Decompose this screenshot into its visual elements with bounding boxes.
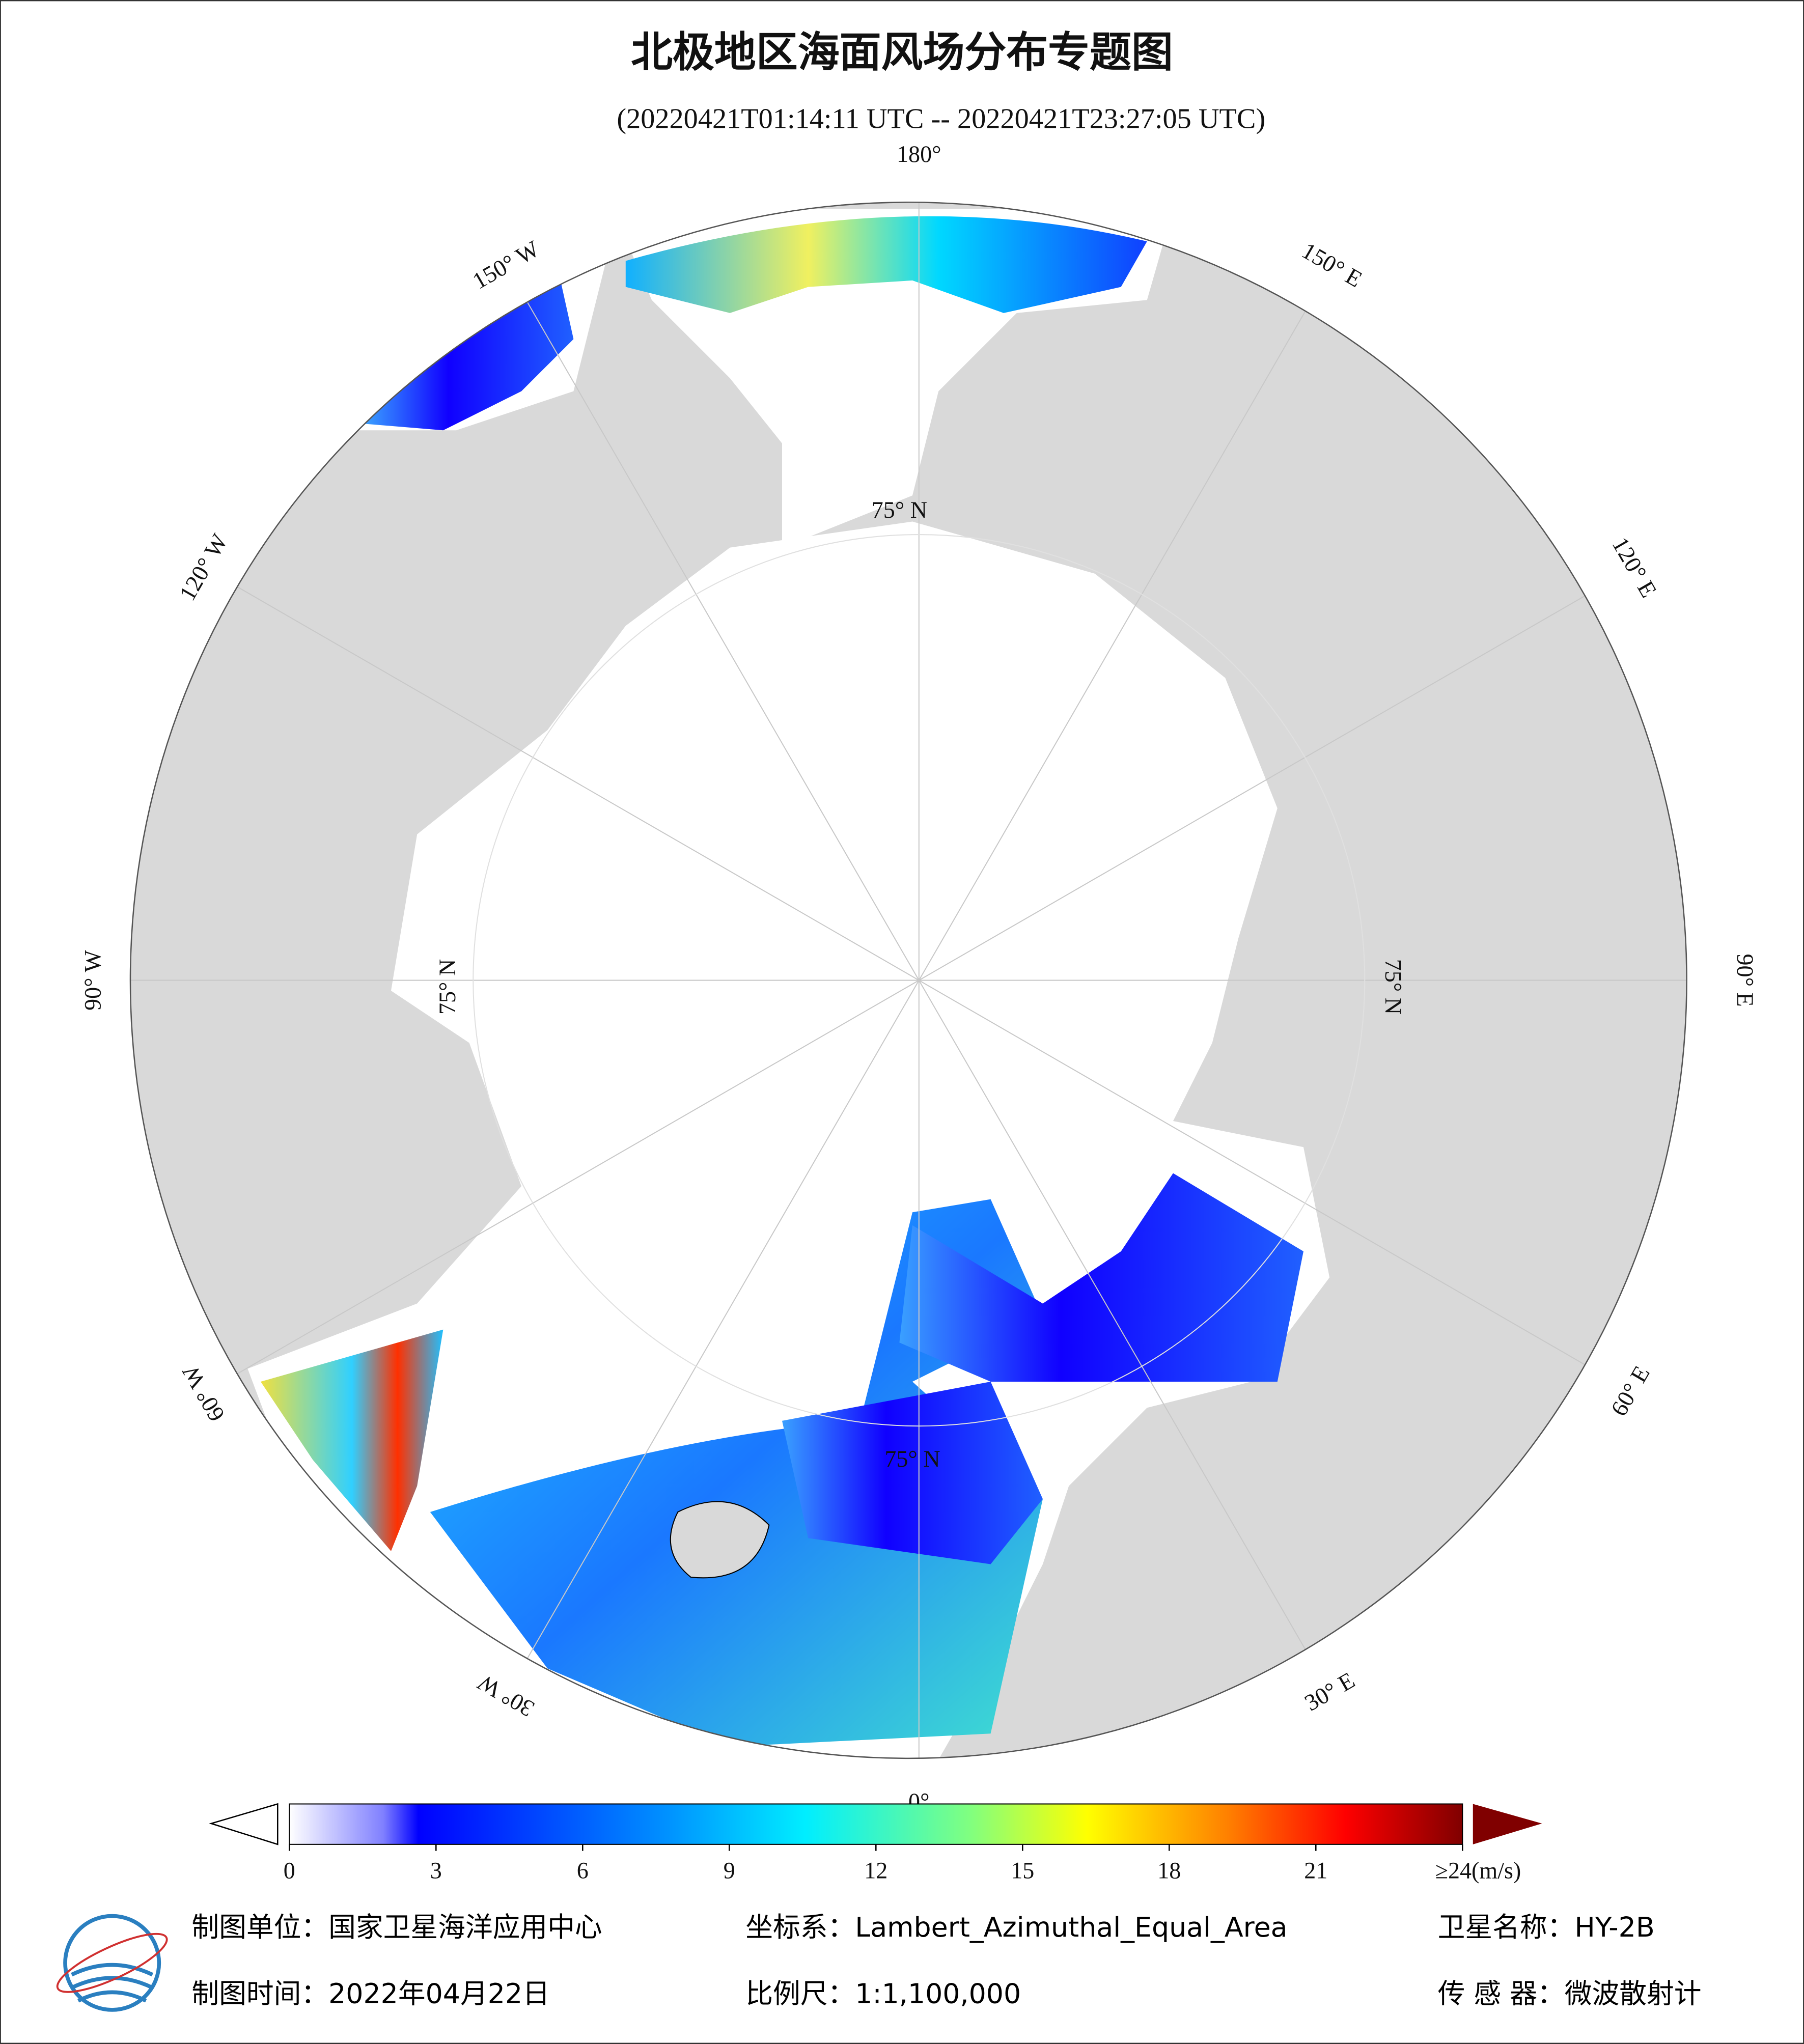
- colorbar-tick-label: 3: [430, 1858, 442, 1884]
- title: 北极地区海面风场分布专题图: [631, 28, 1173, 76]
- meridian: [490, 239, 920, 981]
- colorbar-tick-label: 0: [284, 1858, 295, 1884]
- colorbar-over: [1473, 1804, 1542, 1844]
- footer-text: 制图时间：2022年04月22日: [191, 1977, 550, 2009]
- map-body: [130, 202, 1687, 1758]
- colorbar-tick-label: 6: [577, 1858, 589, 1884]
- meridian: [177, 979, 920, 1409]
- colorbar-tick-label: 12: [864, 1858, 887, 1884]
- wind-field: [899, 1173, 1303, 1382]
- meridian: [490, 980, 920, 1722]
- logo-orbit: [56, 1933, 168, 1993]
- meridian: [919, 979, 1661, 1409]
- colorbar-tick-label: 15: [1011, 1858, 1034, 1884]
- footer-text: 制图单位：国家卫星海洋应用中心: [191, 1911, 602, 1943]
- ocean: [834, 1101, 991, 1321]
- colorbar: [289, 1803, 1463, 1845]
- meridian: [918, 980, 1348, 1722]
- graticule: [130, 202, 1687, 1758]
- map-border: [129, 201, 1687, 1759]
- wind-field: [365, 280, 574, 431]
- lat-label: 75° N: [434, 959, 460, 1015]
- footer-text: 传 感 器：微波散射计: [1438, 1977, 1702, 2009]
- colorbar-tick-label: 21: [1304, 1858, 1327, 1884]
- wind-field: [625, 216, 1147, 313]
- colorbar-tick-label: 9: [724, 1858, 735, 1884]
- footer-text: 卫星名称：HY-2B: [1438, 1911, 1655, 1943]
- colorbar-ticks: 0 3 6 9 12 15 18 21 ≥24(m/s): [284, 1844, 1521, 1884]
- wind-field: [782, 1382, 1043, 1564]
- lat-label: 75° N: [884, 1446, 940, 1472]
- logo: [56, 1914, 168, 2012]
- subtitle: (20220421T01:14:11 UTC -- 20220421T23:27…: [617, 103, 1265, 134]
- footer-text: 坐标系：Lambert_Azimuthal_Equal_Area: [745, 1911, 1287, 1943]
- lon-label: 90° W: [79, 950, 105, 1011]
- meridian: [919, 552, 1661, 981]
- colorbar-tick-label: 18: [1157, 1858, 1181, 1884]
- meridian: [918, 239, 1348, 981]
- wind-field: [260, 1329, 443, 1551]
- lat-label: 75° N: [872, 497, 927, 523]
- lon-label: 90° E: [1732, 954, 1758, 1007]
- lat-label: 75° N: [1380, 959, 1406, 1015]
- iceland: [670, 1501, 770, 1579]
- colorbar-under: [209, 1803, 279, 1845]
- meridian: [177, 552, 920, 981]
- colorbar-tick-label: ≥24(m/s): [1435, 1858, 1521, 1884]
- ocean: [247, 521, 1330, 1758]
- footer-text: 比例尺：1:1,100,000: [745, 1977, 1021, 2009]
- wind-field: [430, 1199, 1043, 1747]
- logo-waves: [71, 1963, 154, 2003]
- latitude-circle: [473, 534, 1366, 1427]
- lon-label: 180°: [897, 141, 941, 167]
